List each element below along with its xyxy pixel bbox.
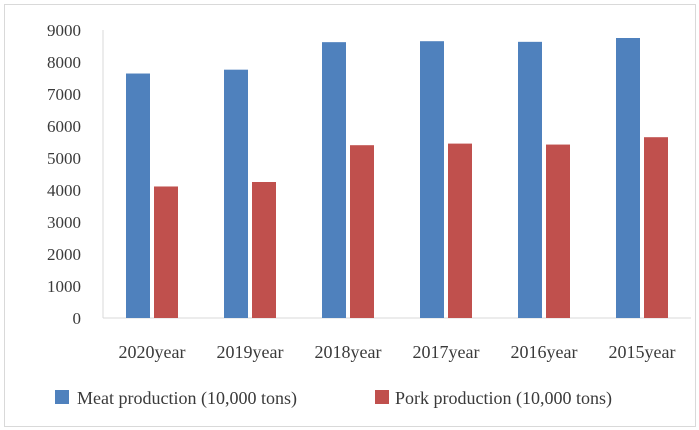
legend-label-meat: Meat production (10,000 tons)	[77, 388, 297, 409]
bar-meat	[518, 41, 542, 319]
legend-swatch-meat	[55, 390, 69, 404]
x-tick-label: 2017year	[413, 342, 480, 362]
y-tick-label: 7000	[47, 85, 81, 104]
legend-label-pork: Pork production (10,000 tons)	[395, 388, 612, 409]
y-tick-label: 0	[73, 309, 82, 328]
x-tick-label: 2015year	[609, 342, 676, 362]
bar-series-group	[126, 38, 668, 319]
chart-frame: 0 1000 2000 3000 4000 5000 6000 7000 8000 9000 20…	[4, 4, 696, 427]
bar-pork	[644, 137, 668, 318]
x-tick-label: 2019year	[217, 342, 284, 362]
bar-pork	[546, 144, 570, 318]
y-tick-label: 8000	[47, 53, 81, 72]
bar-pork	[252, 182, 276, 318]
y-tick-label: 3000	[47, 213, 81, 232]
bar-meat	[224, 69, 248, 319]
y-tick-label: 6000	[47, 117, 81, 136]
bar-pork	[350, 145, 374, 318]
legend: Meat production (10,000 tons) Pork produ…	[55, 388, 612, 409]
bar-pork	[154, 186, 178, 318]
y-tick-label: 9000	[47, 21, 81, 40]
bar-chart: 0 1000 2000 3000 4000 5000 6000 7000 8000 9000 20…	[47, 21, 691, 409]
y-tick-label: 2000	[47, 245, 81, 264]
bar-meat	[126, 73, 150, 319]
bar-meat	[322, 42, 346, 318]
legend-swatch-pork	[375, 390, 389, 404]
x-axis-ticks: 2020year 2019year 2018year 2017year 2016year…	[119, 342, 676, 362]
y-tick-label: 5000	[47, 149, 81, 168]
x-tick-label: 2020year	[119, 342, 186, 362]
bar-meat	[616, 38, 640, 318]
x-tick-label: 2016year	[511, 342, 578, 362]
y-tick-label: 4000	[47, 181, 81, 200]
y-axis-ticks: 0 1000 2000 3000 4000 5000 6000 7000 8000 9000	[47, 21, 81, 328]
bar-meat	[420, 41, 444, 318]
bar-pork	[448, 143, 472, 318]
y-tick-label: 1000	[47, 277, 81, 296]
x-tick-label: 2018year	[315, 342, 382, 362]
